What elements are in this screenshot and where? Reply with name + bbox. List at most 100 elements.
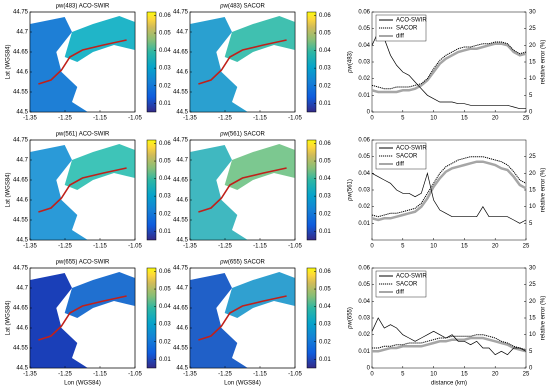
y2-tick-label: 10 — [529, 332, 536, 338]
x-tick-label: -1.15 — [253, 116, 267, 122]
y-tick-label: 0 — [367, 110, 371, 116]
x-axis-label: distance (km) — [431, 381, 467, 387]
x-tick-label: 20 — [492, 116, 499, 122]
x-tick-label: -1.35 — [183, 116, 197, 122]
y2-tick-label: 25 — [529, 26, 536, 32]
legend-label: diff — [396, 290, 404, 296]
colorbar-tick-label: 0.04 — [319, 304, 331, 310]
map-ocean — [190, 145, 248, 240]
y-tick-label: 0.05 — [358, 154, 370, 160]
colorbar-tick-label: 0.02 — [319, 211, 331, 217]
y2-tick-label: 30 — [529, 266, 536, 272]
x-tick-label: 25 — [523, 372, 530, 378]
map-title: ρw(655) SACOR — [220, 260, 265, 266]
x-tick-label: -1.35 — [183, 372, 197, 378]
y-tick-label: 44.75 — [173, 266, 189, 272]
y-tick-label: 44.55 — [13, 346, 29, 352]
map-frame — [29, 267, 136, 369]
legend-label: SACOR — [396, 154, 418, 160]
legend-label: ACO-SWIR — [396, 274, 427, 280]
y-tick-label: 0.06 — [358, 266, 370, 272]
y2-tick-label: 5 — [529, 349, 533, 355]
x-tick-label: -1.25 — [218, 116, 232, 122]
y-tick-label: 44.7 — [16, 286, 28, 292]
legend-box — [375, 270, 427, 298]
map-ocean — [190, 17, 248, 112]
y-tick-label: 0.06 — [358, 10, 370, 16]
colorbar — [146, 267, 157, 369]
y-tick-label: 44.55 — [173, 346, 189, 352]
colorbar-tick-label: 0.05 — [159, 31, 171, 37]
x-tick-label: 10 — [430, 244, 437, 250]
colorbar-tick-label: 0.02 — [159, 211, 171, 217]
map-ocean — [30, 17, 88, 112]
x-tick-label: -1.35 — [23, 244, 37, 250]
y2-tick-label: 20 — [529, 299, 536, 305]
x-tick-label: -1.35 — [23, 116, 37, 122]
colorbar-tick-label: 0.03 — [319, 322, 331, 328]
x-tick-label: -1.05 — [128, 372, 142, 378]
x-tick-label: -1.15 — [93, 244, 107, 250]
y-tick-label: 0.04 — [358, 299, 370, 305]
y-tick-label: 44.75 — [13, 138, 29, 144]
x-axis-label: Lon (WGS84) — [64, 381, 101, 387]
colorbar-tick-label: 0.05 — [319, 287, 331, 293]
map-track — [198, 167, 287, 213]
y-tick-label: 44.7 — [176, 286, 188, 292]
map-title: ρw(561) SACOR — [220, 132, 265, 138]
x-tick-label: -1.15 — [253, 244, 267, 250]
map-title: ρw(483) ACO-SWIR — [56, 4, 110, 10]
map-ocean — [190, 273, 248, 368]
colorbar-tick-label: 0.04 — [159, 304, 171, 310]
y-tick-label: 44.5 — [16, 238, 28, 244]
legend-label: diff — [396, 34, 404, 40]
y2-tick-label: 20 — [529, 171, 536, 177]
map-ocean — [30, 145, 88, 240]
legend-label: ACO-SWIR — [396, 146, 427, 152]
colorbar-tick-label: 0.01 — [159, 357, 171, 363]
y-tick-label: 44.6 — [16, 326, 28, 332]
colorbar — [306, 11, 317, 113]
map-title: ρw(655) ACO-SWIR — [56, 260, 110, 266]
y-axis-label: Lat (WGS84) — [6, 300, 12, 335]
y-tick-label: 0.05 — [358, 282, 370, 288]
series-line — [371, 156, 527, 218]
x-tick-label: -1.25 — [218, 372, 232, 378]
colorbar-tick-label: 0.03 — [159, 322, 171, 328]
colorbar — [146, 11, 157, 113]
series-line — [371, 41, 527, 90]
y2-tick-label: 5 — [529, 93, 533, 99]
x-tick-label: 0 — [370, 244, 374, 250]
colorbar-tick-label: 0.05 — [159, 159, 171, 165]
x-tick-label: -1.35 — [183, 244, 197, 250]
map-frame — [29, 11, 136, 113]
y-tick-label: 0.03 — [358, 188, 370, 194]
colorbar-tick-label: 0.03 — [319, 66, 331, 72]
y-tick-label: 0.01 — [358, 93, 370, 99]
y-tick-label: 44.7 — [16, 158, 28, 164]
y-axis-label: Lat (WGS84) — [6, 44, 12, 79]
y-tick-label: 44.5 — [16, 366, 28, 372]
x-tick-label: -1.15 — [93, 116, 107, 122]
y-tick-label: 0.03 — [358, 60, 370, 66]
map-frame — [189, 11, 296, 113]
y-tick-label: 0.01 — [358, 221, 370, 227]
y2-tick-label: 5 — [529, 221, 533, 227]
colorbar-tick-label: 0.05 — [159, 287, 171, 293]
x-tick-label: -1.05 — [288, 116, 302, 122]
x-tick-label: 15 — [461, 244, 468, 250]
y-tick-label: 0.05 — [358, 26, 370, 32]
y2-tick-label: 15 — [529, 60, 536, 66]
colorbar-tick-label: 0.01 — [159, 101, 171, 107]
colorbar-tick-label: 0.06 — [319, 13, 331, 19]
y-axis-label: ρw(655) — [348, 307, 354, 329]
map-frame — [189, 267, 296, 369]
colorbar-tick-label: 0.03 — [319, 194, 331, 200]
y-tick-label: 44.65 — [13, 306, 29, 312]
x-tick-label: 25 — [523, 244, 530, 250]
y-tick-label: 44.6 — [16, 70, 28, 76]
series-line — [372, 336, 527, 353]
x-tick-label: 0 — [370, 372, 374, 378]
y2-axis-label: relative error (%) — [541, 40, 547, 85]
legend-label: diff — [396, 162, 404, 168]
